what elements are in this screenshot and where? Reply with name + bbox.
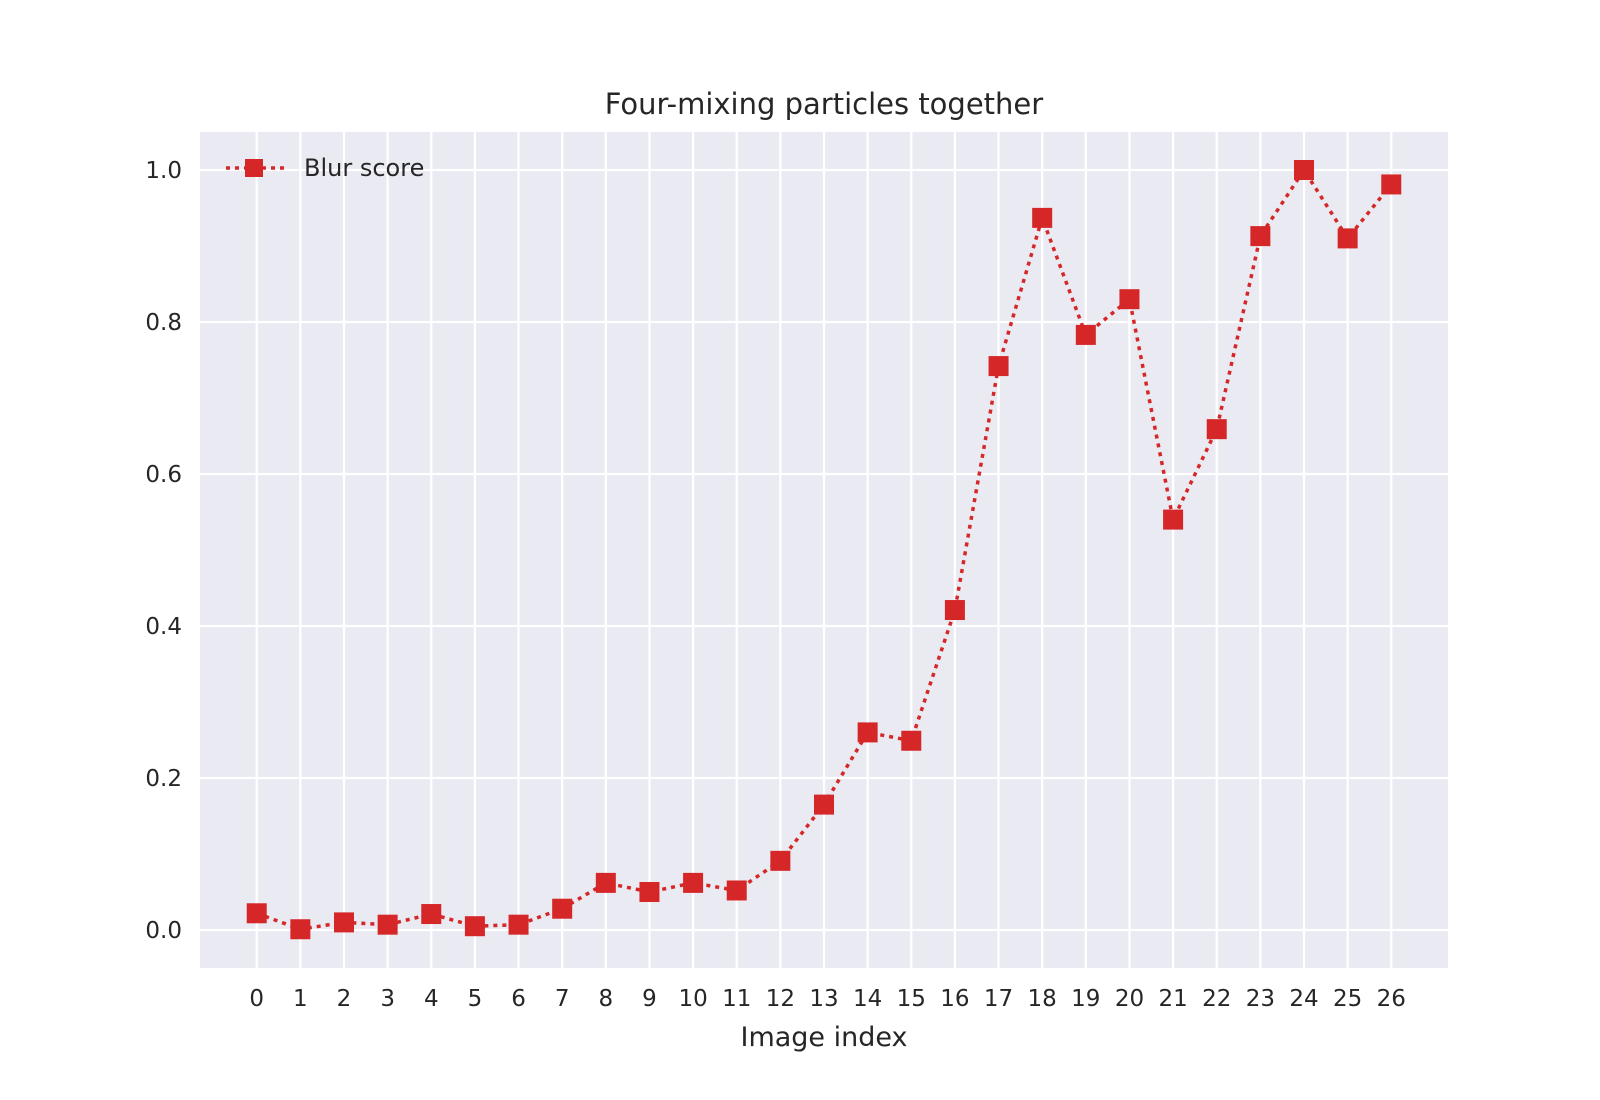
x-tick-label: 8 — [598, 986, 613, 1012]
data-point-marker — [1032, 207, 1053, 228]
x-tick-label: 16 — [940, 986, 969, 1012]
y-tick-labels: 0.0 0.2 0.4 0.6 0.8 1.0 — [145, 158, 182, 944]
x-tick-label: 4 — [424, 986, 439, 1012]
legend-label: Blur score — [304, 154, 424, 182]
data-point-marker — [683, 872, 704, 893]
data-point-marker — [1250, 226, 1271, 247]
data-point-marker — [552, 898, 573, 919]
data-point-marker — [857, 722, 878, 743]
x-tick-label: 6 — [511, 986, 526, 1012]
data-point-marker — [421, 904, 442, 925]
data-point-marker — [1294, 160, 1314, 180]
chart-title: Four-mixing particles together — [605, 87, 1043, 121]
x-tick-label: 7 — [555, 986, 570, 1012]
y-tick-label: 0.0 — [145, 918, 182, 944]
data-point-marker — [770, 850, 791, 871]
data-point-marker — [595, 872, 616, 893]
y-tick-label: 0.8 — [145, 310, 182, 336]
legend-marker-sample — [245, 159, 263, 177]
grid-lines — [200, 132, 1448, 968]
data-point-marker — [1119, 289, 1140, 310]
data-point-marker — [814, 794, 834, 815]
x-tick-label: 3 — [380, 986, 395, 1012]
data-point-marker — [1206, 419, 1227, 440]
x-tick-label: 2 — [337, 986, 352, 1012]
x-tick-label: 13 — [809, 986, 838, 1012]
y-tick-label: 0.4 — [145, 614, 182, 640]
data-markers — [246, 160, 1402, 940]
data-point-marker — [508, 914, 529, 935]
data-point-marker — [988, 356, 1009, 377]
data-point-marker — [1163, 509, 1184, 530]
x-tick-label: 22 — [1202, 986, 1231, 1012]
data-point-marker — [377, 914, 398, 935]
x-tick-label: 1 — [293, 986, 308, 1012]
x-tick-label: 19 — [1071, 986, 1100, 1012]
data-point-marker — [290, 919, 311, 940]
y-tick-label: 1.0 — [145, 158, 182, 184]
x-tick-label: 26 — [1377, 986, 1406, 1012]
x-tick-label: 11 — [722, 986, 751, 1012]
x-tick-label: 12 — [766, 986, 795, 1012]
x-tick-label: 17 — [984, 986, 1013, 1012]
x-tick-label: 0 — [249, 986, 264, 1012]
x-tick-label: 10 — [678, 986, 707, 1012]
x-tick-label: 5 — [468, 986, 483, 1012]
x-tick-label: 15 — [897, 986, 926, 1012]
legend: Blur score — [226, 154, 424, 182]
x-tick-label: 18 — [1028, 986, 1057, 1012]
data-point-marker — [726, 880, 747, 901]
y-tick-label: 0.6 — [145, 462, 182, 488]
x-tick-label: 9 — [642, 986, 657, 1012]
x-tick-label: 21 — [1158, 986, 1187, 1012]
x-tick-label: 23 — [1246, 986, 1275, 1012]
data-point-marker — [464, 916, 485, 937]
data-point-marker — [901, 730, 922, 751]
x-tick-label: 25 — [1333, 986, 1362, 1012]
data-point-marker — [944, 600, 965, 621]
x-tick-label: 24 — [1289, 986, 1318, 1012]
data-point-marker — [1337, 228, 1358, 249]
data-point-marker — [1075, 324, 1096, 345]
data-point-marker — [639, 882, 660, 902]
x-tick-label: 14 — [853, 986, 882, 1012]
data-point-marker — [246, 903, 267, 924]
x-tick-label: 20 — [1115, 986, 1144, 1012]
x-axis-label: Image index — [740, 1022, 907, 1053]
x-tick-labels: 0 1 2 3 4 5 6 7 8 9 10 11 12 13 14 15 16 17 18 19 20 21 22 23 24… — [249, 986, 1406, 1012]
data-point-marker — [334, 912, 354, 933]
data-point-marker — [1381, 174, 1402, 195]
y-tick-label: 0.2 — [145, 766, 182, 792]
